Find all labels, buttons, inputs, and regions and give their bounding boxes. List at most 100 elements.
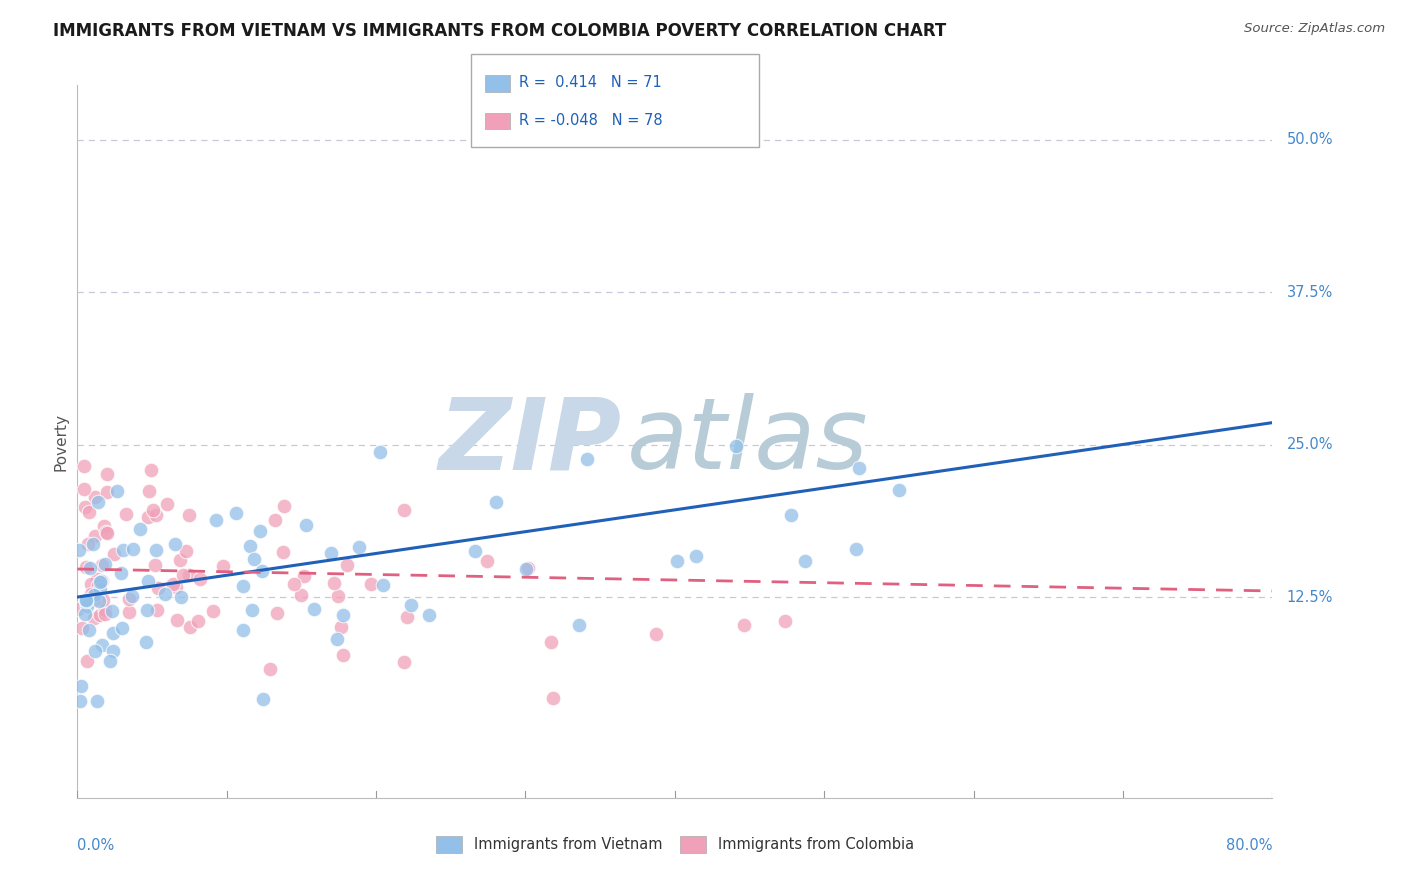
Point [70,679,93,693]
Legend: Immigrants from Vietnam, Immigrants from Colombia: Immigrants from Vietnam, Immigrants from… [430,830,920,859]
Point [205,513,228,527]
Point [89,582,111,596]
Point [84,490,107,504]
Point [162,576,184,591]
Point [75,560,97,574]
Point [273,545,295,559]
Point [87,578,110,592]
Point [773,614,796,628]
Point [179,508,201,522]
Point [139,462,162,476]
Point [76,537,98,551]
Point [259,662,281,676]
Point [76,655,98,669]
Point [84,644,107,658]
Point [83,588,105,602]
Text: Source: ZipAtlas.com: Source: ZipAtlas.com [1244,22,1385,36]
Point [232,623,254,637]
Point [105,483,128,498]
Point [515,562,537,576]
Point [177,567,200,582]
Point [80,577,103,591]
Point [79,505,101,519]
Point [370,444,392,458]
Point [111,543,134,558]
Point [332,648,354,663]
Point [73,500,96,515]
Point [118,591,141,606]
Point [83,610,105,624]
Point [793,554,815,568]
Point [568,618,591,632]
Point [188,573,211,587]
Point [100,654,122,668]
Point [326,632,349,647]
Point [283,577,305,591]
Point [319,546,342,560]
Point [323,575,346,590]
Text: 80.0%: 80.0% [1226,838,1272,853]
Point [292,569,315,583]
Point [73,459,96,474]
Point [94,607,117,622]
Point [145,558,167,572]
Point [517,561,540,575]
Point [94,603,117,617]
Point [121,589,143,603]
Point [360,577,382,591]
Text: ZIP: ZIP [439,393,621,490]
Point [290,588,312,602]
Point [169,553,191,567]
Point [83,593,105,607]
Point [146,603,169,617]
Point [75,593,97,607]
Point [82,537,104,551]
Text: R = -0.048   N = 78: R = -0.048 N = 78 [519,112,662,128]
Point [724,439,747,453]
Point [392,655,415,669]
Point [83,529,105,543]
Point [165,580,187,594]
Point [166,613,188,627]
Point [136,574,159,588]
Point [93,518,115,533]
Text: R =  0.414   N = 71: R = 0.414 N = 71 [519,75,662,90]
Text: IMMIGRANTS FROM VIETNAM VS IMMIGRANTS FROM COLOMBIA POVERTY CORRELATION CHART: IMMIGRANTS FROM VIETNAM VS IMMIGRANTS FR… [53,22,946,40]
Point [485,494,508,508]
Point [394,502,416,516]
Point [94,557,117,571]
Point [90,574,112,589]
Point [67,601,90,615]
Point [136,603,159,617]
Point [128,522,150,536]
Point [75,594,97,608]
Point [243,552,266,566]
Point [146,581,169,595]
Point [96,467,118,481]
Point [329,620,352,634]
Point [101,644,124,658]
Point [89,608,111,623]
Point [239,539,262,553]
Point [142,502,165,516]
Point [73,607,96,621]
Point [734,617,756,632]
Point [294,518,316,533]
Point [201,604,224,618]
Point [156,497,179,511]
Point [94,525,117,540]
Point [86,694,108,708]
Text: 37.5%: 37.5% [1286,285,1333,300]
Point [540,634,562,648]
Point [371,578,394,592]
Point [80,586,103,600]
Point [477,554,499,568]
Point [87,594,110,608]
Point [122,541,145,556]
Point [86,572,108,586]
Point [332,607,354,622]
Point [252,691,274,706]
Point [111,621,134,635]
Point [67,542,90,557]
Y-axis label: Poverty: Poverty [53,412,69,471]
